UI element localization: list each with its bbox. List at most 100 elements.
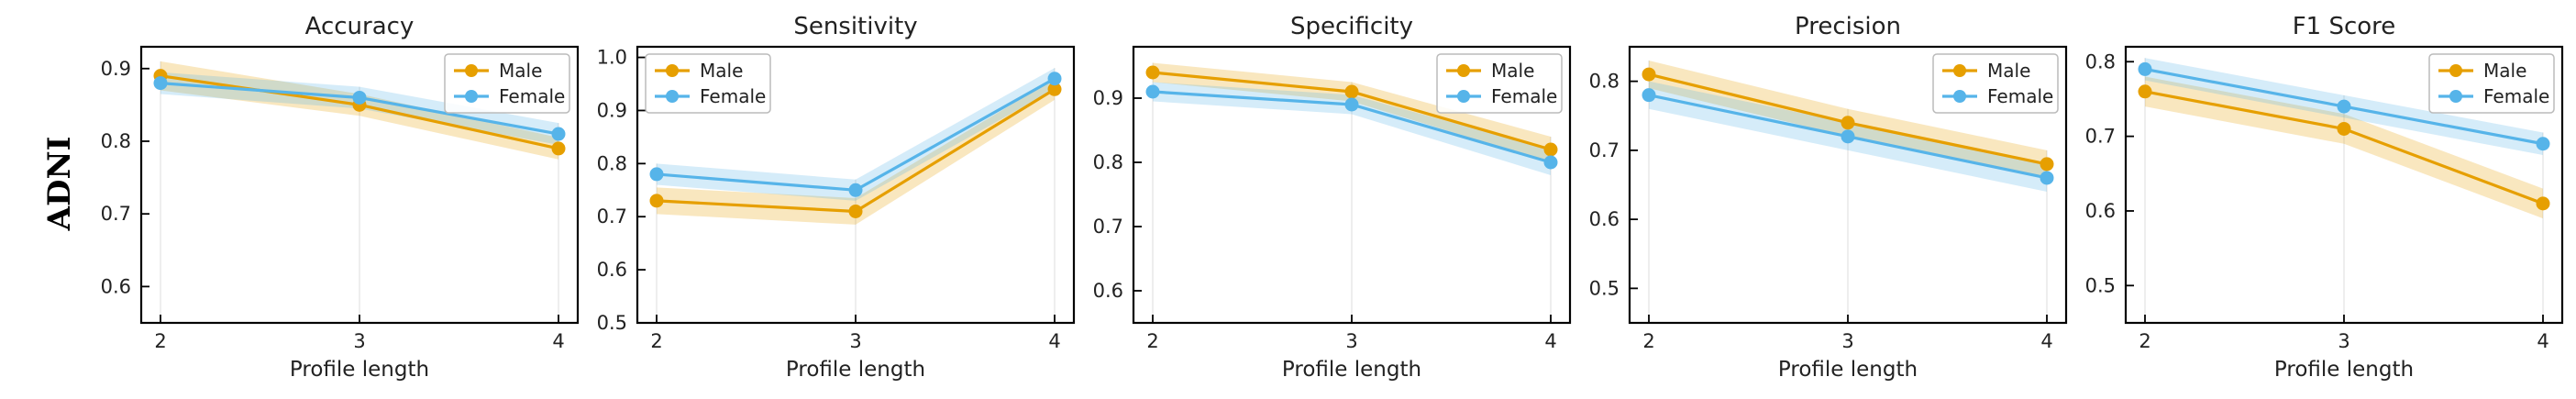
data-point-male [2337,121,2351,136]
x-axis-label: Profile length [786,358,925,382]
legend-swatch-marker [666,90,679,103]
y-tick-label: 1.0 [597,47,627,69]
legend-label-female: Female [499,85,565,107]
data-point-male [2536,196,2550,211]
chart-panel-5: F1 Score 0.5 0.6 0.7 0.8 2 3 4 Profile length Mal… [2085,13,2564,382]
data-point-female [2040,171,2054,185]
chart-panel-4: Precision 0.5 0.6 0.7 0.8 2 3 4 Profile length Ma… [1589,13,2068,382]
data-point-male [2138,84,2152,99]
data-point-female [848,183,863,197]
data-point-female [153,76,168,91]
legend-label-female: Female [2483,85,2549,107]
y-tick-label: 0.6 [101,275,131,297]
x-axis-label: Profile length [1778,358,1918,382]
x-axis-label: Profile length [1282,358,1421,382]
x-tick-label: 2 [154,330,166,352]
data-point-female [1145,84,1160,99]
y-tick-label: 0.8 [2085,50,2116,72]
row-label: ADNI [41,137,78,232]
y-tick-label: 0.5 [2085,274,2116,296]
legend-label-male: Male [2483,60,2526,82]
data-point-male [1543,142,1558,157]
legend-swatch-marker [1953,64,1966,77]
data-point-male [551,141,566,156]
x-tick-label: 3 [849,330,861,352]
data-point-male [1841,116,1855,130]
data-point-female [1642,88,1656,103]
x-tick-label: 4 [2040,330,2052,352]
data-point-female [352,90,367,105]
ci-band-male [2145,76,2543,219]
legend: Male Female [1932,53,2059,114]
y-tick-label: 0.8 [1093,151,1123,173]
legend-label-female: Female [700,85,766,107]
data-point-male [848,204,863,218]
x-axis-label: Profile length [2274,358,2414,382]
data-point-male [1344,84,1359,99]
data-point-male [1642,67,1656,82]
chart-title: Precision [1795,13,1901,40]
y-tick-label: 0.7 [101,203,131,225]
legend-swatch-marker [2449,90,2462,103]
x-tick-label: 3 [2338,330,2349,352]
data-point-male [649,194,664,208]
legend-swatch-marker [2449,64,2462,77]
x-tick-label: 3 [1841,330,1853,352]
chart-panel-1: Accuracy 0.6 0.7 0.8 0.9 2 3 4 Profile length Mal… [101,13,580,382]
data-point-female [2138,61,2152,76]
chart-title: F1 Score [2293,13,2396,40]
ci-band-male [657,78,1055,225]
x-tick-label: 4 [2537,330,2548,352]
legend: Male Female [1436,53,1563,114]
chart-panel-3: Specificity 0.6 0.7 0.8 0.9 2 3 4 Profile length… [1093,13,1572,382]
y-tick-label: 0.8 [101,130,131,152]
y-tick-label: 0.6 [1589,208,1620,230]
data-point-female [1344,97,1359,112]
data-point-female [2536,137,2550,151]
data-point-female [1543,155,1558,170]
chart-title: Sensitivity [793,13,917,40]
y-tick-label: 0.7 [1589,139,1620,161]
data-point-female [551,127,566,141]
y-tick-label: 0.7 [597,205,627,227]
y-tick-label: 0.6 [2085,200,2116,222]
ci-band-female [657,68,1055,201]
x-tick-label: 4 [1048,330,1060,352]
y-tick-label: 0.8 [1589,71,1620,93]
y-tick-label: 0.6 [597,259,627,281]
x-tick-label: 3 [353,330,365,352]
y-tick-label: 0.5 [1589,277,1620,299]
data-point-male [2040,157,2054,172]
x-tick-label: 2 [650,330,662,352]
y-tick-label: 0.9 [1093,87,1123,109]
y-tick-label: 0.9 [101,58,131,80]
chart-panel-2: Sensitivity 0.5 0.6 0.7 0.8 0.9 1.0 2 3 4 Profile … [597,13,1076,382]
legend: Male Female [444,53,570,114]
x-tick-label: 3 [1345,330,1357,352]
legend-label-male: Male [1491,60,1534,82]
chart-title: Specificity [1290,13,1413,40]
legend: Male Female [2428,53,2555,114]
y-tick-label: 0.9 [597,99,627,121]
x-tick-label: 2 [1642,330,1654,352]
data-point-female [2337,99,2351,114]
legend-label-male: Male [700,60,743,82]
x-tick-label: 4 [552,330,564,352]
x-tick-label: 2 [2139,330,2150,352]
legend: Male Female [645,53,771,114]
legend-swatch-marker [465,90,478,103]
legend-swatch-marker [1953,90,1966,103]
y-tick-label: 0.7 [2085,126,2116,148]
chart-title: Accuracy [305,13,415,40]
legend-label-male: Male [499,60,542,82]
data-point-female [1841,129,1855,144]
ci-band-male [1153,62,1551,162]
y-tick-label: 0.7 [1093,216,1123,238]
x-tick-label: 2 [1146,330,1158,352]
legend-swatch-marker [1457,64,1470,77]
ci-band-female [1153,82,1551,175]
legend-swatch-marker [666,64,679,77]
y-tick-label: 0.6 [1093,280,1123,302]
data-point-female [649,167,664,182]
